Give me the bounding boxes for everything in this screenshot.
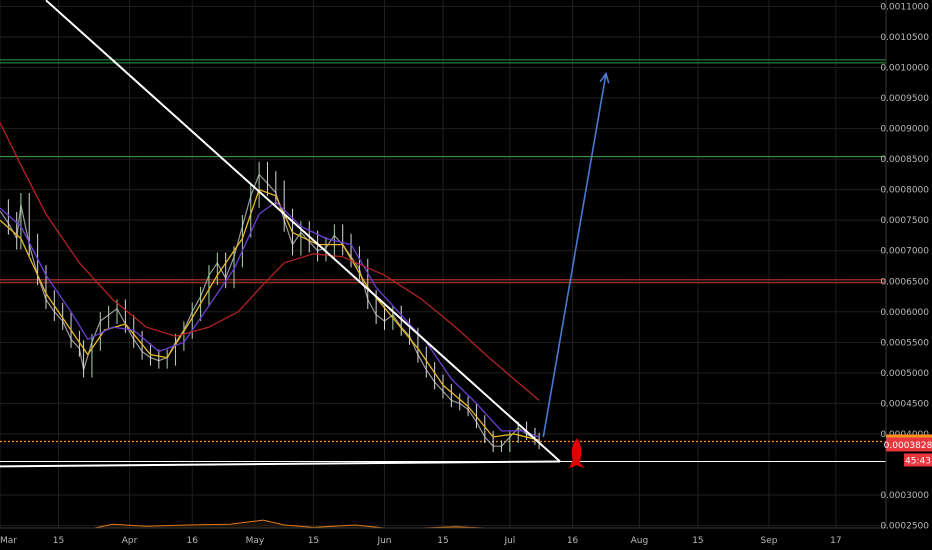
y-tick-label[interactable]: 0.0002500	[880, 522, 929, 532]
horizontal-levels	[0, 59, 886, 462]
y-tick-label[interactable]: 0.0011000	[880, 2, 929, 12]
moving-average-line	[0, 201, 540, 438]
bid-price-label: 0.0003828	[884, 441, 932, 451]
y-tick-label[interactable]: 0.0009500	[880, 94, 929, 104]
x-tick-label[interactable]: 15	[692, 536, 703, 546]
x-tick-label[interactable]: 15	[437, 536, 448, 546]
y-tick-label[interactable]: 0.0005000	[880, 369, 929, 379]
y-tick-label[interactable]: 0.0008500	[880, 155, 929, 165]
y-tick-label[interactable]: 0.0010500	[880, 33, 929, 43]
x-tick-label[interactable]: 16	[567, 536, 579, 546]
x-axis-ticks[interactable]: Mar 15 Apr 16 May 15 Jun 15 Jul 16 Aug 15 Sep 17	[0, 536, 842, 546]
countdown-tag	[904, 453, 932, 467]
time-axis-panel	[0, 528, 886, 550]
volume-line	[0, 519, 540, 533]
y-tick-label[interactable]: 0.0006500	[880, 277, 929, 287]
x-tick-label[interactable]: 15	[53, 536, 64, 546]
y-tick-label[interactable]: 0.0006000	[880, 308, 929, 318]
descending-trend-line	[45, 0, 561, 463]
support-line	[0, 460, 561, 468]
moving-average-line	[0, 122, 540, 401]
x-tick-label[interactable]: 17	[830, 536, 841, 546]
moving-average-line	[0, 188, 540, 441]
x-tick-label[interactable]: Sep	[760, 536, 777, 546]
target-arrow	[542, 73, 607, 438]
x-tick-label[interactable]: May	[246, 536, 265, 546]
y-tick-label[interactable]: 0.0008000	[880, 186, 929, 196]
target-arrow-head	[599, 71, 610, 84]
rocket-icon	[568, 438, 585, 469]
x-tick-label[interactable]: 15	[308, 536, 319, 546]
y-tick-label[interactable]: 0.0009000	[880, 125, 929, 135]
x-tick-label[interactable]: Jun	[376, 536, 391, 546]
price-axis-panel	[886, 0, 932, 550]
bid-price-tag	[886, 437, 932, 452]
price-series	[0, 122, 540, 452]
y-tick-label[interactable]: 0.0003000	[880, 491, 929, 501]
y-tick-label[interactable]: 0.0005500	[880, 338, 929, 348]
y-tick-label[interactable]: 0.0004500	[880, 399, 929, 409]
y-tick-label[interactable]: 0.0007500	[880, 216, 929, 226]
x-tick-label[interactable]: 16	[187, 536, 199, 546]
countdown-label: 45:43	[905, 456, 931, 466]
chart-annotations	[0, 0, 610, 469]
y-tick-label[interactable]: 0.0007000	[880, 247, 929, 257]
x-tick-label[interactable]: Apr	[122, 536, 138, 546]
y-tick-label[interactable]: 0.0010000	[880, 63, 929, 73]
x-tick-label[interactable]: Aug	[631, 536, 649, 546]
x-tick-label[interactable]: Mar	[0, 536, 17, 546]
x-tick-label[interactable]: Jul	[503, 536, 515, 546]
